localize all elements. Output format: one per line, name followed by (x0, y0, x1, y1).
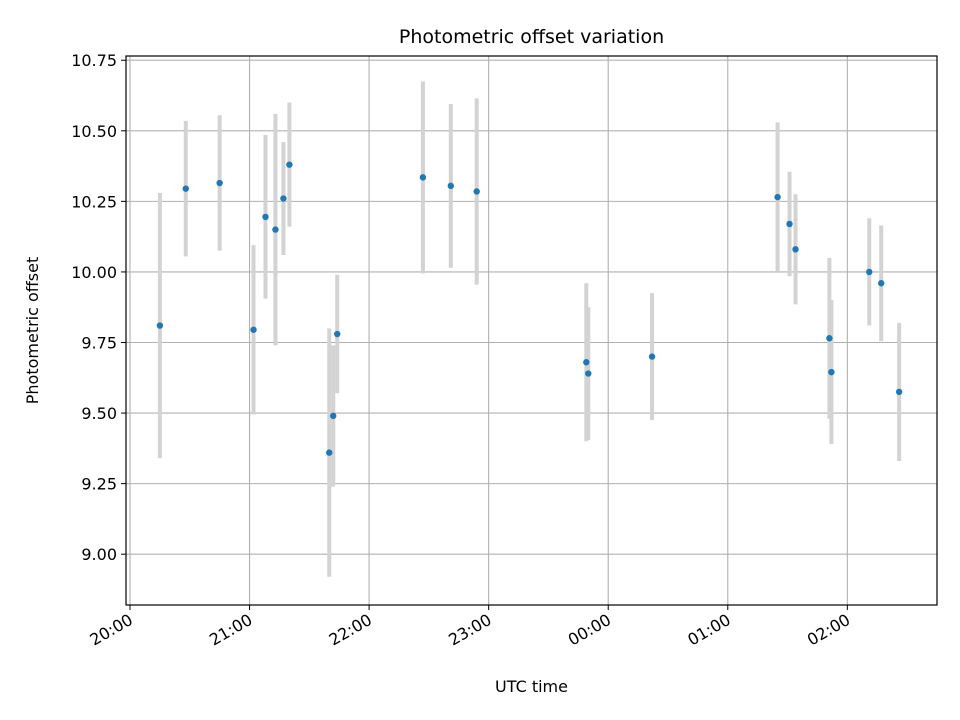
data-point (648, 353, 656, 360)
data-point (326, 449, 333, 456)
y-tick-label: 9.25 (81, 475, 117, 494)
data-point (895, 388, 903, 396)
data-point (330, 412, 337, 420)
data-point (473, 188, 480, 195)
data-point (866, 268, 873, 276)
data-point (774, 193, 781, 201)
data-point (792, 246, 799, 253)
data-points (156, 161, 903, 456)
x-axis-label: UTC time (495, 677, 568, 696)
y-tick-label: 10.00 (71, 263, 117, 282)
axis-ticks: 9.00 9.25 9.50 9.75 10.00 10.25 10.50 10.75 20:0… (71, 51, 853, 649)
y-axis-label: Photometric offset (23, 257, 42, 405)
y-tick-label: 9.75 (81, 333, 117, 352)
data-point (156, 322, 164, 329)
x-tick-label: 22:00 (326, 610, 375, 650)
data-point (585, 370, 592, 377)
plot-frame (125, 55, 938, 606)
data-point (182, 185, 189, 192)
data-point (583, 359, 590, 366)
data-point (419, 174, 427, 181)
y-tick-label: 10.75 (71, 51, 117, 70)
data-point (216, 179, 223, 187)
data-point (280, 195, 287, 202)
error-bars (157, 81, 902, 577)
data-point (250, 326, 257, 333)
x-tick-label: 02:00 (804, 610, 853, 650)
data-point (272, 226, 279, 233)
data-point (786, 220, 793, 228)
grid (126, 56, 937, 605)
data-point (262, 213, 269, 221)
data-point (334, 330, 341, 338)
y-tick-label: 9.00 (81, 545, 117, 564)
data-point (826, 335, 833, 342)
x-tick-label: 21:00 (206, 610, 255, 650)
data-point (286, 161, 293, 168)
chart-title: Photometric offset variation (399, 26, 664, 48)
data-point (878, 280, 885, 287)
x-tick-label: 01:00 (684, 610, 733, 650)
x-tick-label: 20:00 (87, 610, 136, 650)
data-point (828, 368, 835, 376)
y-tick-label: 9.50 (81, 404, 117, 423)
x-tick-label: 23:00 (445, 610, 494, 650)
y-tick-label: 10.50 (71, 122, 117, 141)
x-tick-label: 00:00 (565, 610, 614, 650)
data-point (447, 182, 454, 190)
y-tick-label: 10.25 (71, 192, 117, 211)
